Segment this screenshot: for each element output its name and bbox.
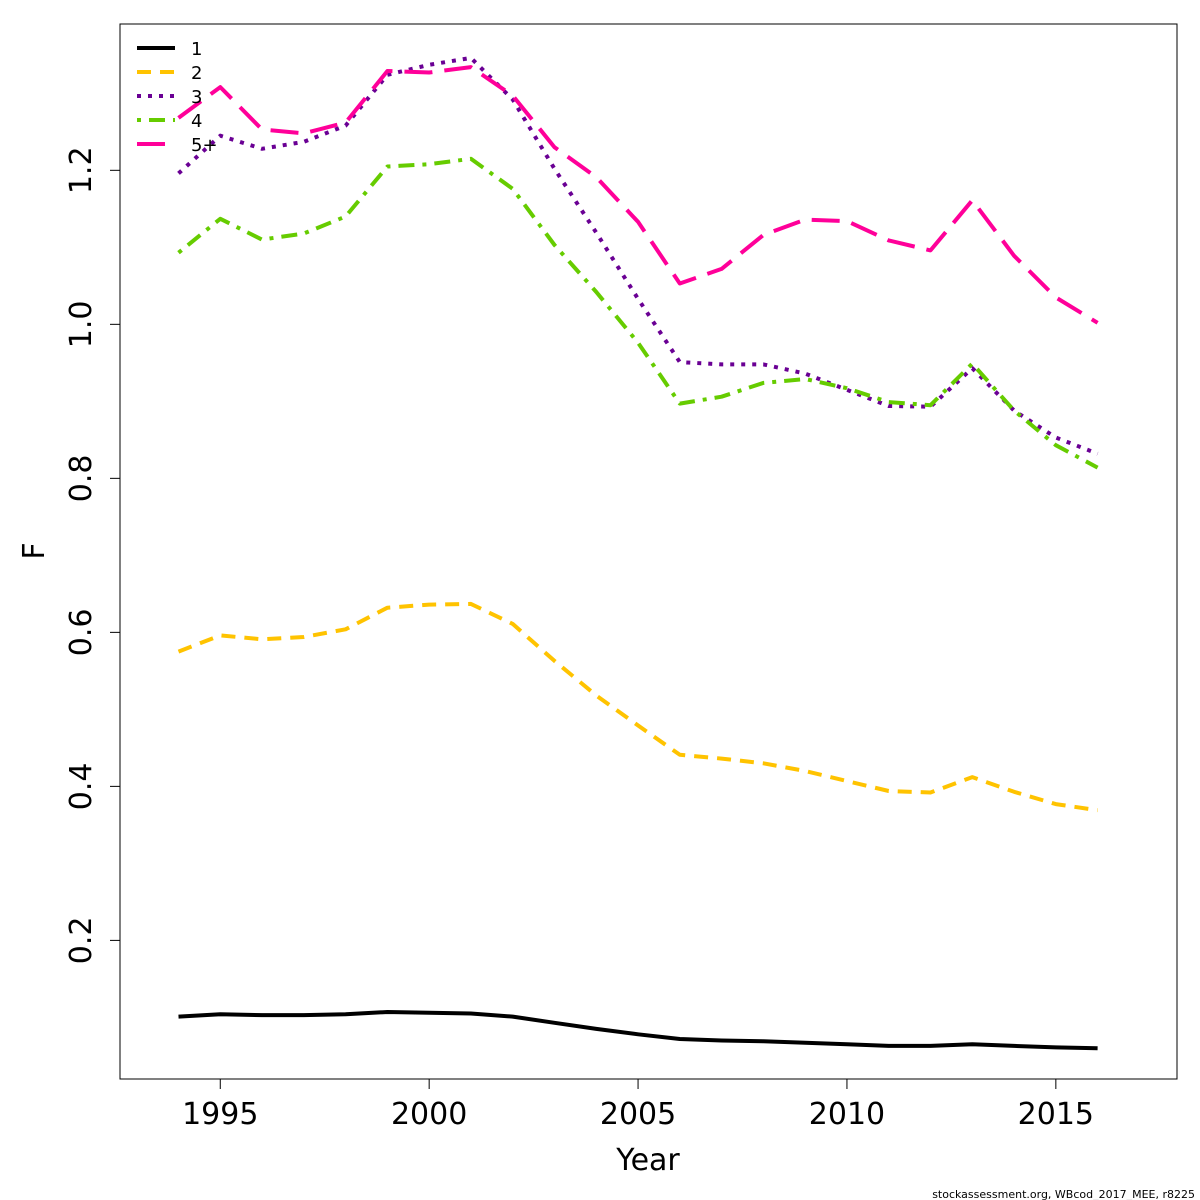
y-tick-label: 0.2 [64,917,99,965]
series-line-3 [177,55,1099,456]
x-axis-title: Year [615,1143,680,1178]
series-layer [177,55,1099,1051]
x-tick-label: 2015 [1018,1097,1094,1132]
y-tick-label: 1.0 [64,300,99,348]
legend-label: 2 [191,63,202,84]
series-line-5plus [177,65,1099,325]
x-axis: 1995 2000 2005 2010 2015 [182,1078,1094,1132]
series-line-1 [178,1010,1098,1051]
y-tick-label: 0.6 [64,608,99,656]
legend-label: 5+ [191,135,218,156]
y-axis: 0.2 0.4 0.6 0.8 1.0 1.2 [64,146,121,965]
x-tick-label: 2010 [809,1097,885,1132]
x-tick-label: 2005 [600,1097,676,1132]
legend: 1 2 3 4 5+ [137,39,218,156]
y-tick-label: 1.2 [64,146,99,194]
y-axis-title: F [17,542,52,559]
series-line-2 [177,601,1098,813]
legend-label: 4 [191,111,202,132]
plot-frame [119,23,1178,1080]
legend-label: 3 [191,87,202,108]
x-tick-label: 2000 [391,1097,467,1132]
footer-credit: stockassessment.org, WBcod_2017_MEE, r82… [932,1188,1195,1200]
y-tick-label: 0.8 [64,454,99,502]
y-tick-label: 0.4 [64,763,99,811]
legend-label: 1 [191,39,202,60]
x-tick-label: 1995 [182,1097,258,1132]
series-line-4 [177,156,1099,470]
